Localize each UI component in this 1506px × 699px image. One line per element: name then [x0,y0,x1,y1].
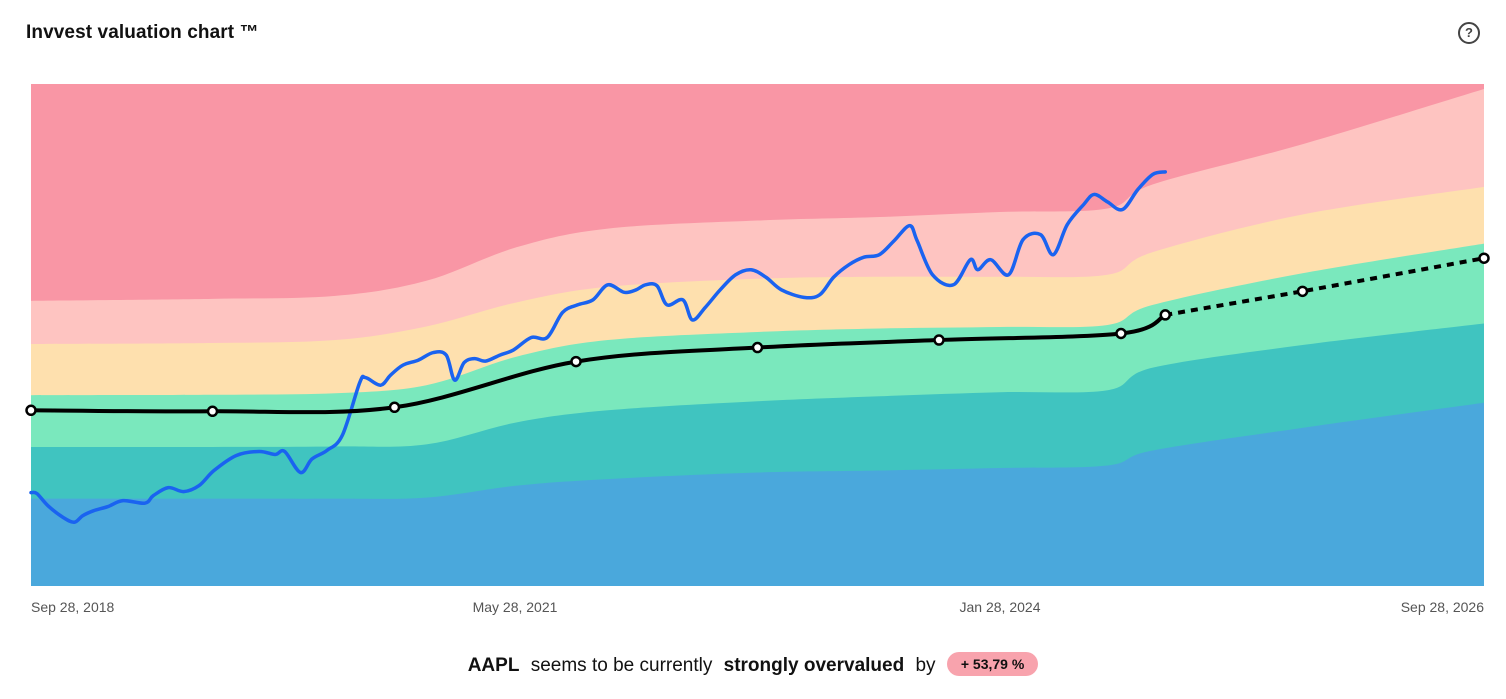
valuation-bands [31,84,1484,587]
fair-value-point [751,341,764,354]
price-layer [29,170,1168,524]
fair-value-layer [25,252,1490,418]
price-line [29,170,1168,524]
fair-value-point [206,405,219,418]
valuation-verdict: AAPL seems to be currently strongly over… [0,652,1506,677]
valuation-band-1 [31,402,1484,586]
fair-value-line [29,312,1168,415]
verdict-text-before: seems to be currently [530,655,713,676]
x-tick-label: Sep 28, 2018 [31,599,115,615]
x-axis-ticks: Sep 28, 2018 May 28, 2021 Jan 28, 2024 Sep … [31,599,1484,615]
x-tick-label: Sep 28, 2026 [1401,599,1485,615]
help-icon[interactable]: ? [1458,22,1480,44]
valuation-chart: Sep 28, 2018 May 28, 2021 Jan 28, 2024 Sep … [25,84,1490,615]
verdict-text-after: by [915,655,936,676]
fair-value-point [1115,327,1127,340]
fair-value-point [1296,285,1309,298]
x-tick-label: May 28, 2021 [473,599,558,615]
verdict-ticker: AAPL [467,655,520,676]
chart-title: Invvest valuation chart ™ [26,22,259,43]
fair-value-point [388,401,401,414]
fair-value-point [570,355,582,368]
overvaluation-badge: + 53,79 % [946,652,1039,676]
fair-value-point [1478,252,1490,264]
fair-value-point [25,404,37,417]
verdict-assessment: strongly overvalued [723,655,905,676]
fair-value-point [933,334,945,346]
fair-value-projection [1164,256,1485,317]
fair-value-point [1159,309,1172,321]
x-tick-label: Jan 28, 2024 [960,599,1041,615]
